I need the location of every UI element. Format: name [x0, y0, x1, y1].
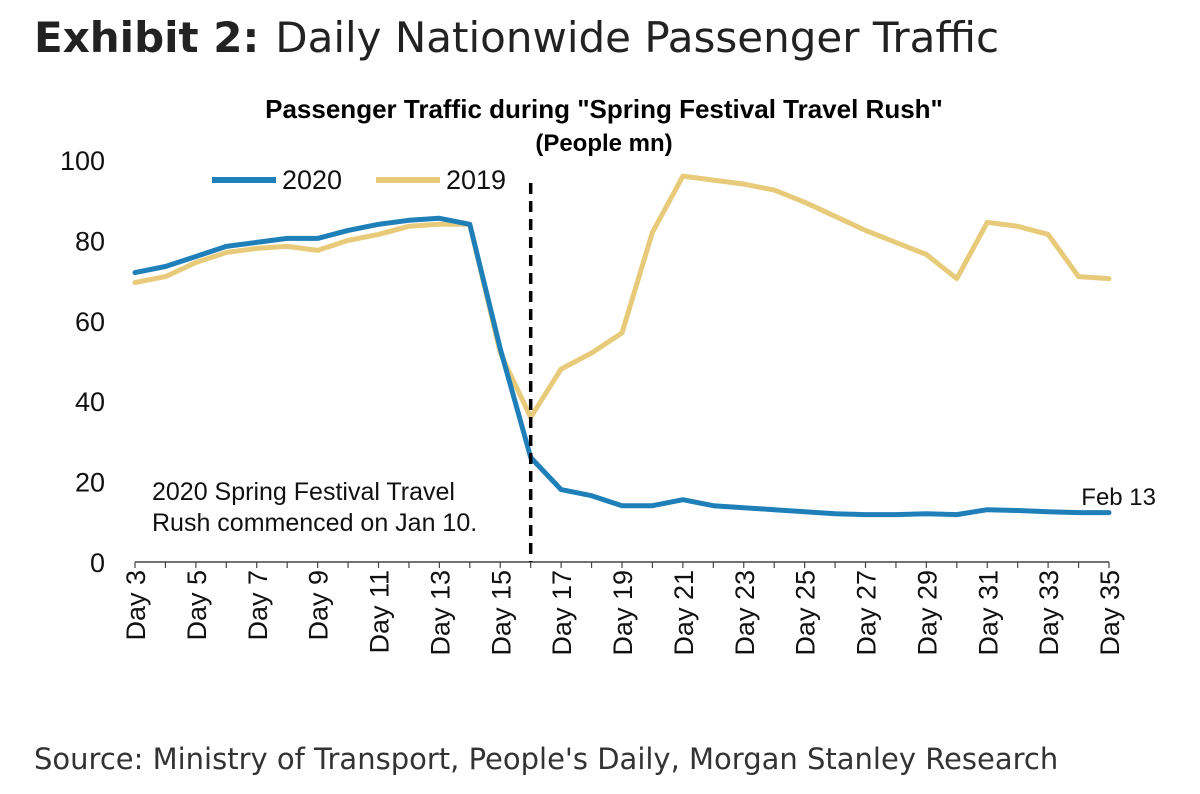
x-tick-label: Day 5: [182, 570, 212, 641]
x-tick-label: Day 29: [912, 570, 942, 656]
annotation-line-2: Rush commenced on Jan 10.: [152, 509, 477, 537]
y-tick-label: 80: [75, 226, 105, 256]
chart-title: Passenger Traffic during "Spring Festiva…: [265, 94, 943, 124]
y-tick-label: 60: [75, 307, 105, 337]
y-tick-label: 40: [75, 387, 105, 417]
legend-label-2020: 2020: [282, 165, 342, 195]
x-tick-label: Day 25: [791, 570, 821, 656]
legend: 2020 2019: [212, 165, 506, 195]
annotation-line-1: 2020 Spring Festival Travel: [152, 478, 455, 506]
x-tick-label: Day 19: [608, 570, 638, 656]
x-tick-label: Day 27: [852, 570, 882, 656]
x-tick-label: Day 9: [304, 570, 334, 641]
x-tick-label: Day 11: [365, 570, 395, 654]
x-tick-label: Day 3: [121, 570, 151, 641]
y-axis-ticks: 0 20 40 60 80 100: [60, 146, 105, 578]
x-axis-ticks: Day 3 Day 5 Day 7 Day 9 Day 11 Day 13 Day 15 Da…: [121, 562, 1125, 656]
y-tick-label: 20: [75, 468, 105, 498]
annotation-feb13: Feb 13: [1081, 484, 1156, 511]
x-tick-label: Day 31: [973, 570, 1003, 656]
series-layer: [132, 173, 1112, 518]
x-tick-label: Day 23: [730, 570, 760, 656]
x-tick-label: Day 13: [425, 570, 455, 656]
x-tick-label: Day 17: [547, 570, 577, 656]
annotation-travel-rush: 2020 Spring Festival Travel Rush commenc…: [152, 478, 477, 537]
chart-subtitle: (People mn): [535, 130, 672, 157]
legend-label-2019: 2019: [446, 165, 506, 195]
x-tick-label: Day 15: [486, 570, 516, 656]
exhibit-title: Daily Nationwide Passenger Traffic: [275, 13, 1000, 62]
x-tick-label: Day 21: [669, 570, 699, 656]
y-tick-label: 100: [60, 146, 105, 176]
x-tick-label: Day 33: [1034, 570, 1064, 656]
exhibit-heading: Exhibit 2: Daily Nationwide Passenger Tra…: [34, 8, 999, 68]
series-line-2020: [132, 215, 1112, 518]
source-note: Source: Ministry of Transport, People's …: [34, 742, 1059, 776]
y-tick-label: 0: [90, 548, 105, 578]
exhibit-label: Exhibit 2:: [34, 13, 260, 62]
x-tick-label: Day 35: [1095, 570, 1125, 656]
series-line-2019: [132, 173, 1112, 420]
x-tick-label: Day 7: [243, 570, 273, 641]
